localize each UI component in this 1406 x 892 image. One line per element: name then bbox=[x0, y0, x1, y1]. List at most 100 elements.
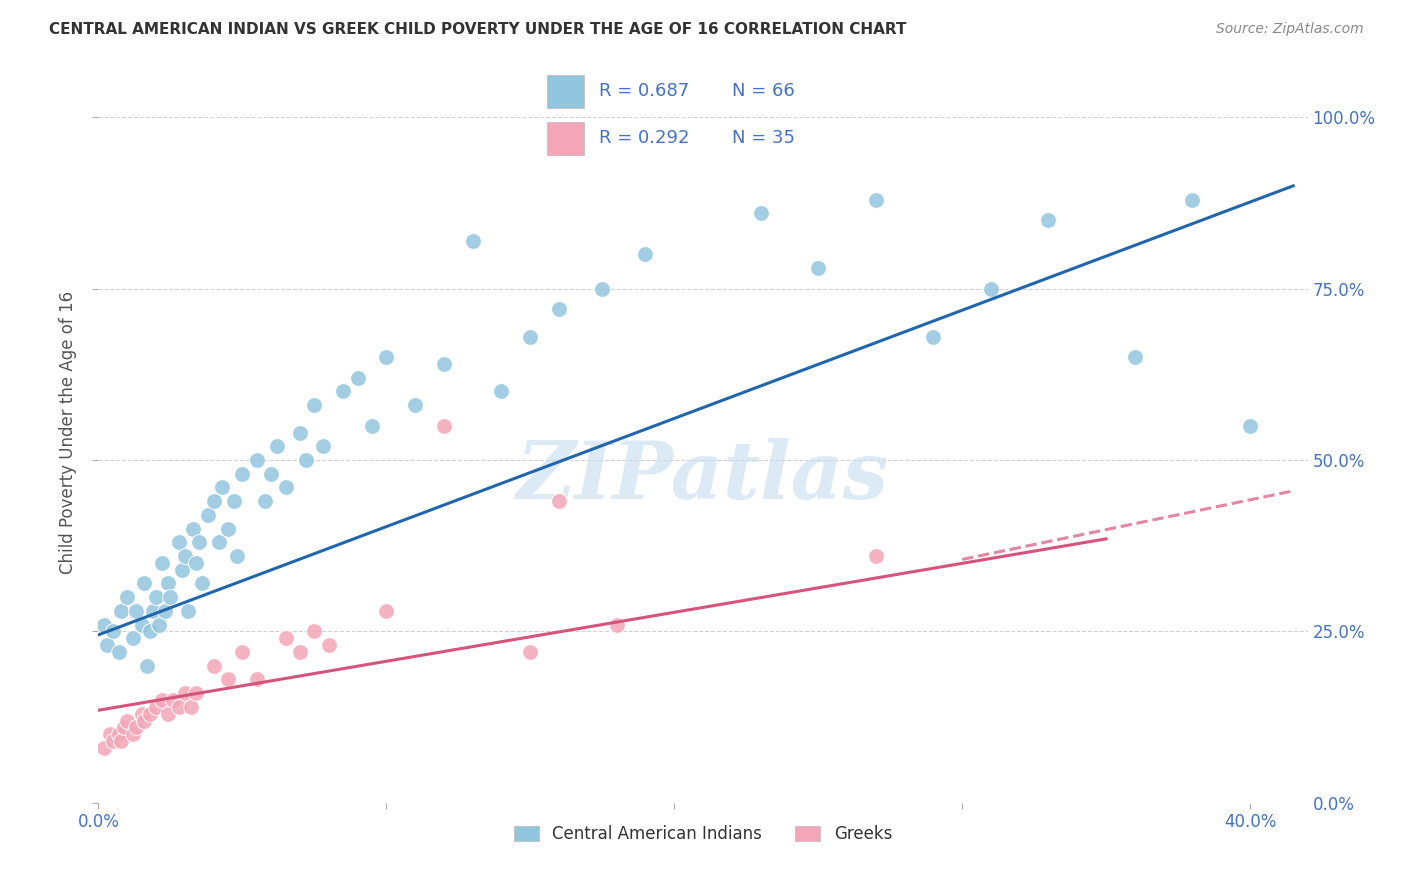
Point bbox=[153, 604, 176, 618]
Point bbox=[519, 329, 541, 343]
Point bbox=[162, 693, 184, 707]
Point bbox=[186, 686, 208, 700]
Text: ZIPatlas: ZIPatlas bbox=[517, 438, 889, 516]
Point bbox=[145, 699, 167, 714]
Point bbox=[176, 604, 198, 618]
Point bbox=[125, 720, 148, 734]
Point bbox=[131, 617, 153, 632]
Text: R = 0.687: R = 0.687 bbox=[599, 82, 689, 100]
FancyBboxPatch shape bbox=[547, 122, 583, 155]
Point bbox=[110, 734, 132, 748]
Text: Source: ZipAtlas.com: Source: ZipAtlas.com bbox=[1216, 22, 1364, 37]
Point bbox=[93, 617, 115, 632]
Point bbox=[1181, 193, 1204, 207]
Point bbox=[266, 439, 288, 453]
Point bbox=[125, 604, 148, 618]
Point bbox=[110, 604, 132, 618]
Point bbox=[260, 467, 283, 481]
Point bbox=[101, 734, 124, 748]
Point bbox=[318, 638, 340, 652]
Point bbox=[519, 645, 541, 659]
Point bbox=[134, 714, 156, 728]
Point bbox=[139, 624, 162, 639]
Point bbox=[208, 535, 231, 549]
Point bbox=[107, 645, 129, 659]
Point bbox=[634, 247, 657, 261]
Point bbox=[180, 699, 202, 714]
Point bbox=[217, 673, 239, 687]
Point bbox=[225, 549, 247, 563]
Point bbox=[145, 590, 167, 604]
Point bbox=[211, 480, 233, 494]
Point bbox=[202, 658, 225, 673]
Point bbox=[1038, 213, 1060, 227]
Point bbox=[491, 384, 513, 399]
Point bbox=[96, 638, 118, 652]
Point bbox=[548, 302, 571, 317]
Point bbox=[548, 494, 571, 508]
Point bbox=[304, 624, 326, 639]
Point bbox=[167, 699, 190, 714]
Point bbox=[433, 418, 456, 433]
Point bbox=[136, 658, 159, 673]
Point bbox=[274, 632, 297, 646]
Point bbox=[404, 398, 426, 412]
Point bbox=[134, 576, 156, 591]
Point bbox=[183, 522, 205, 536]
Point bbox=[312, 439, 335, 453]
Point bbox=[217, 522, 239, 536]
Point bbox=[150, 556, 173, 570]
Point bbox=[156, 576, 179, 591]
Point bbox=[222, 494, 245, 508]
Point bbox=[122, 727, 145, 741]
Point bbox=[231, 467, 253, 481]
Point bbox=[101, 624, 124, 639]
Point bbox=[606, 617, 628, 632]
Point bbox=[107, 727, 129, 741]
Point bbox=[865, 193, 887, 207]
Point bbox=[288, 645, 311, 659]
Point bbox=[186, 556, 208, 570]
Point bbox=[173, 549, 195, 563]
Point bbox=[139, 706, 162, 721]
Y-axis label: Child Poverty Under the Age of 16: Child Poverty Under the Age of 16 bbox=[59, 291, 77, 574]
Point bbox=[346, 371, 368, 385]
Point bbox=[148, 617, 170, 632]
Point bbox=[254, 494, 277, 508]
Text: N = 35: N = 35 bbox=[733, 129, 796, 147]
Point bbox=[461, 234, 484, 248]
Point bbox=[156, 706, 179, 721]
Point bbox=[112, 720, 135, 734]
Point bbox=[142, 604, 165, 618]
Point bbox=[98, 727, 121, 741]
Point bbox=[159, 590, 181, 604]
Point bbox=[231, 645, 253, 659]
Text: R = 0.292: R = 0.292 bbox=[599, 129, 690, 147]
Point bbox=[167, 535, 190, 549]
Text: N = 66: N = 66 bbox=[733, 82, 794, 100]
Point bbox=[304, 398, 326, 412]
Point bbox=[865, 549, 887, 563]
Point bbox=[591, 282, 613, 296]
Point bbox=[122, 632, 145, 646]
Point bbox=[294, 453, 316, 467]
Point bbox=[170, 563, 193, 577]
Point bbox=[131, 706, 153, 721]
Point bbox=[288, 425, 311, 440]
Point bbox=[202, 494, 225, 508]
Point bbox=[150, 693, 173, 707]
Text: CENTRAL AMERICAN INDIAN VS GREEK CHILD POVERTY UNDER THE AGE OF 16 CORRELATION C: CENTRAL AMERICAN INDIAN VS GREEK CHILD P… bbox=[49, 22, 907, 37]
Point bbox=[191, 576, 214, 591]
Point bbox=[115, 714, 138, 728]
Point bbox=[433, 357, 456, 371]
Point bbox=[332, 384, 354, 399]
Point bbox=[115, 590, 138, 604]
Point bbox=[173, 686, 195, 700]
Point bbox=[922, 329, 945, 343]
Point bbox=[93, 741, 115, 756]
Point bbox=[1239, 418, 1261, 433]
FancyBboxPatch shape bbox=[547, 75, 583, 108]
Legend: Central American Indians, Greeks: Central American Indians, Greeks bbox=[508, 819, 898, 850]
Point bbox=[375, 604, 398, 618]
Point bbox=[188, 535, 211, 549]
